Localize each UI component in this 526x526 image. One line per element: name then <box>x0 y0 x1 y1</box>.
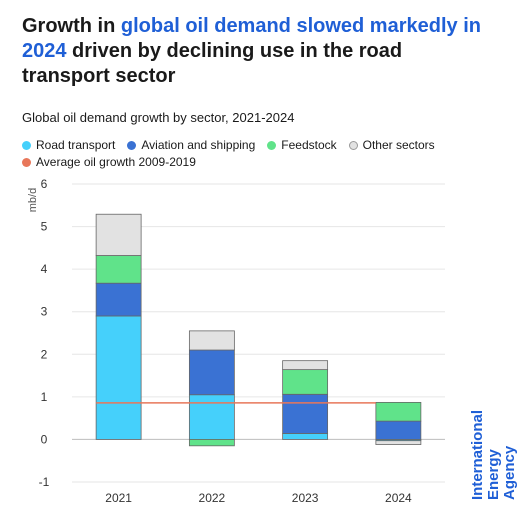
bar-2021-series-3 <box>95 213 142 256</box>
x-tick-label: 2023 <box>292 491 319 505</box>
legend-swatch-other-sectors <box>348 140 358 150</box>
bar-2024-series-3 <box>375 440 422 445</box>
bar-2023-series-1 <box>282 393 329 434</box>
legend-label-feedstock: Feedstock <box>281 138 337 152</box>
x-tick-label: 2022 <box>199 491 226 505</box>
y-tick-label: 2 <box>41 347 48 361</box>
legend-swatch-road-transport <box>22 140 31 150</box>
bar-2021-series-2 <box>95 255 142 284</box>
bar-2022-series-1 <box>188 349 235 396</box>
bar-2022-series-2 <box>188 439 235 447</box>
legend-item-average-growth: Average oil growth 2009-2019 <box>22 154 196 170</box>
legend-swatch-average-growth <box>22 157 31 167</box>
y-tick-label: 1 <box>41 390 48 404</box>
legend-item-road-transport: Road transport <box>22 137 115 153</box>
legend-item-aviation-shipping: Aviation and shipping <box>127 137 255 153</box>
legend-swatch-feedstock <box>267 140 277 150</box>
bar-2022-series-0 <box>188 394 235 440</box>
brand-line1: International <box>469 409 486 500</box>
bar-2023-series-2 <box>282 369 329 395</box>
headline-highlight: global oil demand slowed markedly in 202… <box>22 15 481 62</box>
legend-item-feedstock: Feedstock <box>267 137 337 153</box>
x-tick-label: 2024 <box>385 491 412 505</box>
label-layer: -1 0 1 2 3 4 5 6mb/d 2021 2022 2023 2024 <box>27 177 412 505</box>
headline: Growth in global oil demand slowed marke… <box>22 14 492 89</box>
bar-2022-series-3 <box>188 330 235 351</box>
y-tick-label: 6 <box>41 177 48 191</box>
legend-label-road-transport: Road transport <box>36 138 116 152</box>
y-tick-label: 0 <box>41 432 48 446</box>
bar-2021-series-1 <box>95 282 142 317</box>
legend-swatch-aviation-shipping <box>127 140 137 150</box>
y-axis-label: mb/d <box>27 188 39 212</box>
bar-2024-series-1 <box>375 420 422 440</box>
chart-legend: Road transport Aviation and shipping Fee… <box>22 137 492 171</box>
x-tick-label: 2021 <box>105 491 132 505</box>
legend-row-reference: Average oil growth 2009-2019 <box>22 154 492 170</box>
headline-part1: Growth in <box>22 15 121 37</box>
y-tick-label: -1 <box>39 475 50 489</box>
legend-label-average-growth: Average oil growth 2009-2019 <box>36 155 196 169</box>
y-tick-label: 4 <box>41 262 48 276</box>
chart-title: Global oil demand growth by sector, 2021… <box>22 110 295 125</box>
brand-line2: Energy Agency <box>485 445 518 500</box>
legend-row-series: Road transport Aviation and shipping Fee… <box>22 137 492 153</box>
legend-item-other-sectors: Other sectors <box>348 137 435 153</box>
bar-2021-series-0 <box>95 315 142 440</box>
y-tick-label: 5 <box>41 220 48 234</box>
bar-2024-series-2 <box>375 401 422 422</box>
legend-label-aviation-shipping: Aviation and shipping <box>141 138 256 152</box>
y-tick-label: 3 <box>41 305 48 319</box>
legend-label-other-sectors: Other sectors <box>362 138 435 152</box>
bar-2023-series-3 <box>282 360 329 371</box>
brand-logo: International Energy Agency <box>469 392 518 500</box>
headline-part2: driven by declining use in the road tran… <box>22 40 403 87</box>
bar-2023-series-0 <box>282 433 329 440</box>
bar-layer <box>95 213 422 447</box>
